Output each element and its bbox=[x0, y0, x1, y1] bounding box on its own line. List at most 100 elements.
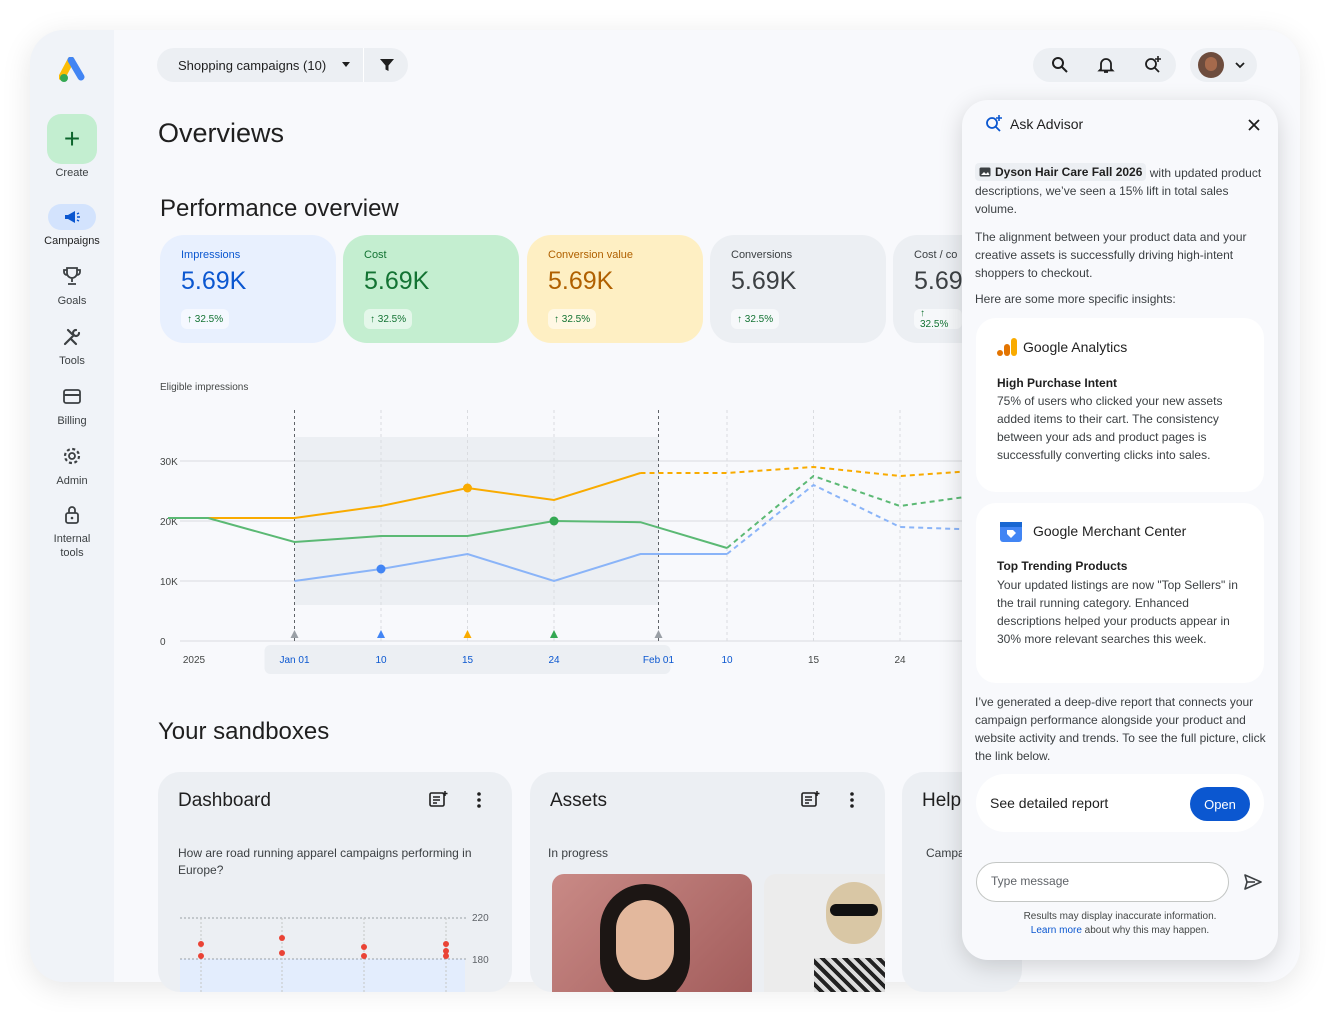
credit-card-icon bbox=[63, 389, 81, 404]
insight-card-merchant: Google Merchant Center Top Trending Prod… bbox=[976, 503, 1264, 683]
search-icon[interactable] bbox=[1051, 56, 1069, 74]
nav-item-admin[interactable] bbox=[30, 446, 114, 466]
lock-icon bbox=[65, 506, 79, 524]
chevron-down-icon bbox=[1235, 62, 1245, 69]
bell-icon[interactable] bbox=[1097, 56, 1115, 74]
sandbox-status: Campa bbox=[926, 846, 965, 860]
asset-image-woman-sunglasses[interactable] bbox=[764, 874, 885, 992]
send-icon[interactable] bbox=[1243, 873, 1263, 891]
image-icon bbox=[979, 167, 991, 177]
create-button[interactable]: + bbox=[47, 114, 97, 164]
insight-subtitle: High Purchase Intent bbox=[997, 376, 1118, 390]
nav-item-campaigns[interactable] bbox=[30, 204, 114, 230]
mini-tick-180: 180 bbox=[472, 955, 489, 966]
event-marker-icon bbox=[654, 630, 663, 638]
nav-label-internal-2: tools bbox=[60, 547, 84, 559]
trophy-icon bbox=[63, 267, 81, 285]
kpi-card-1[interactable]: Impressions 5.69K ↑ 32.5% bbox=[160, 235, 336, 343]
sandbox-card-assets[interactable]: Assets In progress bbox=[530, 772, 885, 992]
nav-label-goals: Goals bbox=[57, 295, 87, 307]
kpi-value: 5.69K bbox=[731, 267, 797, 295]
avatar bbox=[1198, 52, 1224, 78]
advisor-title: Ask Advisor bbox=[1010, 116, 1084, 132]
kpi-card-4[interactable]: Conversions 5.69K ↑ 32.5% bbox=[710, 235, 886, 343]
ai-notes-icon[interactable] bbox=[801, 790, 821, 808]
chart-x-tick: 24 bbox=[548, 655, 560, 666]
kpi-value: 5.69K bbox=[364, 267, 430, 295]
event-marker-icon bbox=[290, 630, 299, 638]
kpi-card-5[interactable]: Cost / co 5.69 ↑ 32.5% bbox=[893, 235, 963, 343]
series-forecast-line bbox=[640, 465, 962, 478]
kpi-value: 5.69K bbox=[548, 267, 614, 295]
chart-x-tick: 10 bbox=[375, 655, 387, 666]
open-report-button[interactable]: Open bbox=[1190, 787, 1250, 821]
x-axis-selection bbox=[264, 645, 671, 674]
advisor-message-3: Here are some more specific insights: bbox=[975, 292, 1176, 306]
disclaimer: Results may display inaccurate informati… bbox=[1023, 911, 1217, 922]
sandbox-card-dashboard[interactable]: Dashboard How are road running apparel c… bbox=[158, 772, 512, 992]
learn-more-link[interactable]: Learn more bbox=[1030, 925, 1082, 936]
message-input-box[interactable] bbox=[976, 862, 1229, 902]
ai-notes-icon[interactable] bbox=[429, 790, 449, 808]
kpi-card-2[interactable]: Cost 5.69K ↑ 32.5% bbox=[343, 235, 519, 343]
sidebar: + Create Campaigns Goals Tools Billing A… bbox=[30, 30, 114, 982]
nav-label-campaigns: Campaigns bbox=[44, 235, 100, 247]
chart-x-tick: 15 bbox=[462, 655, 474, 666]
sandbox-question: How are road running apparel campaigns p… bbox=[178, 846, 472, 877]
more-vert-icon[interactable] bbox=[476, 791, 482, 809]
kpi-label: Cost / co bbox=[914, 249, 958, 261]
campaign-filter-select[interactable]: Shopping campaigns (10) bbox=[157, 48, 408, 82]
kpi-value: 5.69K bbox=[181, 267, 247, 295]
chart-y-tick: 30K bbox=[160, 457, 178, 468]
chart-title: Eligible impressions bbox=[160, 382, 249, 393]
event-marker-icon bbox=[377, 630, 385, 638]
nav-label-tools: Tools bbox=[59, 355, 85, 367]
kpi-change: ↑ 32.5% bbox=[548, 309, 597, 329]
insight-name: Google Merchant Center bbox=[1033, 523, 1187, 539]
asset-image-woman-portrait[interactable] bbox=[552, 874, 752, 992]
close-icon[interactable] bbox=[1248, 119, 1260, 131]
dropdown-arrow-icon bbox=[342, 62, 350, 67]
campaign-chip[interactable]: Dyson Hair Care Fall 2026 bbox=[975, 163, 1147, 181]
nav-item-billing[interactable] bbox=[30, 388, 114, 406]
chart-y-tick: 0 bbox=[160, 637, 166, 648]
kpi-change: ↑ 32.5% bbox=[914, 308, 962, 330]
merchant-center-icon bbox=[1000, 522, 1022, 542]
campaign-filter-label: Shopping campaigns (10) bbox=[178, 57, 327, 73]
data-point-marker bbox=[463, 483, 472, 493]
sandboxes-title: Your sandboxes bbox=[158, 718, 330, 745]
chart-x-tick: 24 bbox=[894, 655, 906, 666]
chart-x-tick: Feb 01 bbox=[643, 655, 675, 666]
tools-icon bbox=[63, 328, 81, 346]
divider bbox=[363, 48, 364, 82]
insight-card-analytics: Google Analytics High Purchase Intent 75… bbox=[976, 318, 1264, 492]
page-title: Overviews bbox=[158, 118, 285, 148]
nav-label-internal: Internal bbox=[53, 533, 91, 545]
chart-y-tick: 10K bbox=[160, 577, 178, 588]
insight-subtitle: Top Trending Products bbox=[997, 559, 1128, 573]
more-vert-icon[interactable] bbox=[849, 791, 855, 809]
data-point-marker bbox=[549, 516, 559, 526]
sandbox-title: Dashboard bbox=[178, 790, 271, 811]
kpi-card-3[interactable]: Conversion value 5.69K ↑ 32.5% bbox=[527, 235, 703, 343]
create-label: Create bbox=[55, 167, 89, 179]
insight-body: Your updated listings are now "Top Selle… bbox=[997, 578, 1238, 646]
gear-icon bbox=[63, 447, 81, 465]
chart-x-tick: 10 bbox=[721, 655, 733, 666]
nav-item-internal-tools[interactable] bbox=[30, 505, 114, 525]
event-marker-icon bbox=[550, 630, 558, 638]
megaphone-icon bbox=[65, 211, 80, 223]
nav-item-goals[interactable] bbox=[30, 266, 114, 286]
message-input[interactable] bbox=[991, 874, 1211, 888]
mini-chart: 220 180 bbox=[180, 913, 489, 992]
ask-advisor-panel: Ask Advisor Dyson Hair Care Fall 2026 wi… bbox=[962, 100, 1278, 960]
insight-name: Google Analytics bbox=[1023, 339, 1128, 355]
account-switcher[interactable] bbox=[1190, 48, 1257, 82]
chart-y-tick: 20K bbox=[160, 517, 178, 528]
sandbox-status: In progress bbox=[548, 846, 609, 860]
ask-advisor-icon[interactable] bbox=[1143, 55, 1163, 75]
nav-item-tools[interactable] bbox=[30, 327, 114, 347]
plus-icon: + bbox=[63, 123, 81, 154]
filter-icon[interactable] bbox=[379, 57, 395, 73]
